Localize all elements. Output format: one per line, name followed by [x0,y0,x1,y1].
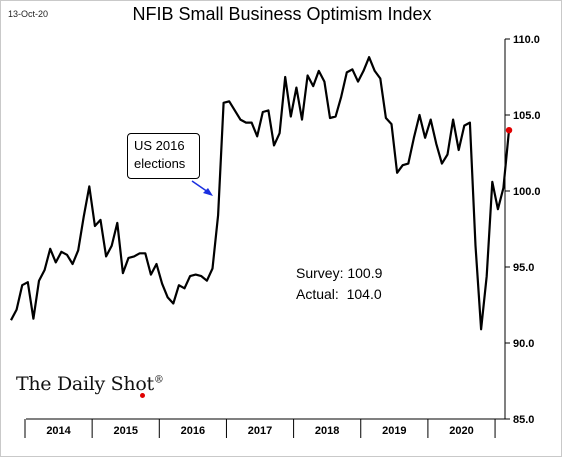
arrow-head-icon [203,188,213,196]
y-tick-label: 85.0 [513,414,534,426]
y-tick-label: 100.0 [513,186,541,198]
annotation-arrow [191,180,213,196]
y-tick-label: 105.0 [513,110,541,122]
y-tick-label: 90.0 [513,338,534,350]
x-year-label: 2015 [113,425,137,437]
annotation-line-1: US 2016 [134,138,185,153]
y-tick-label: 95.0 [513,262,534,274]
annotation-box: US 2016 elections [127,133,200,179]
last-point-marker [505,127,513,134]
logo-text: The Daily Shot [16,373,154,395]
y-axis: 85.0 90.0 95.0 100.0 105.0 110.0 [504,34,541,426]
survey-value: Survey: 100.9 [296,265,383,281]
actual-value: Actual: 104.0 [296,286,382,302]
logo-dot-icon [140,393,145,398]
x-year-label: 2016 [181,425,205,437]
y-tick-label: 110.0 [513,34,540,46]
x-axis: 2014 2015 2016 2017 2018 2019 2020 [24,418,505,438]
x-year-label: 2020 [449,425,473,437]
x-year-label: 2018 [315,425,339,437]
x-year-label: 2019 [382,425,406,437]
x-year-label: 2017 [248,425,272,437]
x-year-label: 2014 [46,425,71,437]
registered-mark: ® [153,374,164,386]
publisher-logo: The Daily Shot® [16,373,164,395]
series-line-optimism-index [10,56,511,331]
annotation-line-2: elections [134,156,186,171]
chart-title: NFIB Small Business Optimism Index [132,4,432,24]
date-stamp: 13-Oct-20 [8,9,49,19]
